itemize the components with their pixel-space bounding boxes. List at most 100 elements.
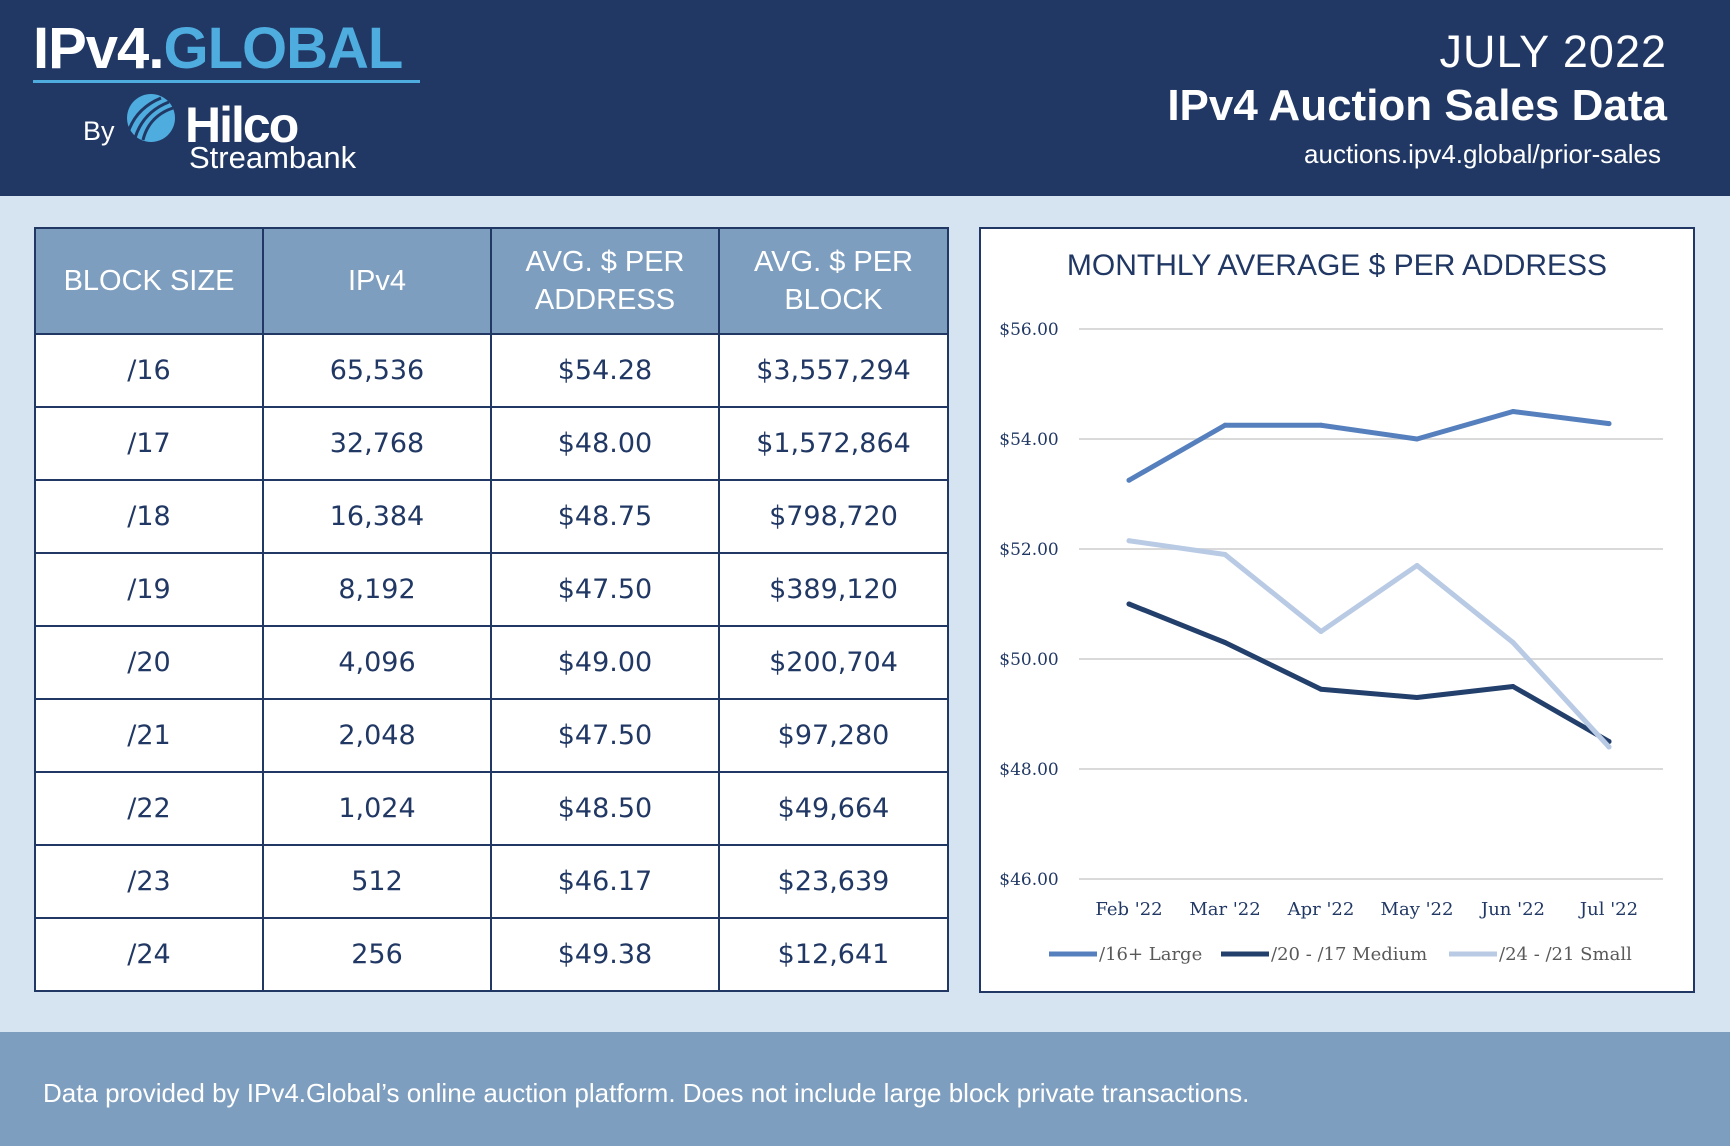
footer-note: Data provided by IPv4.Global’s online au… <box>43 1078 1250 1108</box>
data-point <box>1318 422 1324 428</box>
table-header-row: BLOCK SIZE IPv4 AVG. $ PER ADDRESS AVG. … <box>34 227 949 335</box>
cell-avg-per-block: $97,280 <box>718 698 949 773</box>
cell-avg-per-block: $12,641 <box>718 917 949 992</box>
data-point <box>1510 640 1516 645</box>
table-row: /24 256 $49.38 $12,641 <box>34 917 949 992</box>
cell-avg-per-address: $49.00 <box>490 625 720 700</box>
cell-avg-per-address: $48.75 <box>490 479 720 554</box>
page-title: IPv4 Auction Sales Data <box>1167 81 1667 130</box>
data-point <box>1510 684 1516 689</box>
cell-avg-per-address: $46.17 <box>490 844 720 919</box>
cell-avg-per-block: $23,639 <box>718 844 949 919</box>
brand-hilco: Hilco <box>185 97 299 153</box>
cell-ipv4: 32,768 <box>262 406 492 481</box>
table-row: /17 32,768 $48.00 $1,572,864 <box>34 406 949 481</box>
data-point <box>1126 538 1132 544</box>
brand-dot: . <box>148 16 164 81</box>
cell-block-size: /23 <box>34 844 264 919</box>
data-point <box>1222 422 1228 428</box>
cell-avg-per-address: $54.28 <box>490 333 720 408</box>
table-row: /20 4,096 $49.00 $200,704 <box>34 625 949 700</box>
cell-block-size: /16 <box>34 333 264 408</box>
cell-block-size: /19 <box>34 552 264 627</box>
cell-block-size: /21 <box>34 698 264 773</box>
cell-avg-per-address: $47.50 <box>490 552 720 627</box>
y-tick-label: $54.00 <box>999 430 1058 450</box>
cell-block-size: /22 <box>34 771 264 846</box>
cell-block-size: /18 <box>34 479 264 554</box>
cell-avg-per-address: $48.50 <box>490 771 720 846</box>
data-point <box>1510 409 1516 414</box>
legend-label: /24 - /21 Small <box>1499 944 1632 965</box>
cell-block-size: /20 <box>34 625 264 700</box>
cell-avg-per-block: $389,120 <box>718 552 949 627</box>
header-block-size: BLOCK SIZE <box>34 227 264 335</box>
cell-ipv4: 512 <box>262 844 492 919</box>
data-point <box>1126 477 1132 483</box>
series-line-0 <box>1126 409 1612 483</box>
cell-avg-per-block: $3,557,294 <box>718 333 949 408</box>
series-line-1 <box>1126 601 1612 744</box>
sales-table: BLOCK SIZE IPv4 AVG. $ PER ADDRESS AVG. … <box>34 227 949 992</box>
cell-ipv4: 4,096 <box>262 625 492 700</box>
y-tick-label: $48.00 <box>999 760 1058 780</box>
data-point <box>1126 601 1132 607</box>
brand-global: GLOBAL <box>163 16 403 81</box>
data-point <box>1222 640 1228 645</box>
data-point <box>1222 552 1228 557</box>
x-tick-label: Apr '22 <box>1287 899 1355 920</box>
cell-avg-per-block: $200,704 <box>718 625 949 700</box>
brand-logo: IPv4.GLOBAL By Hilco Streambank <box>33 14 433 184</box>
table-row: /16 65,536 $54.28 $3,557,294 <box>34 333 949 408</box>
table-row: /19 8,192 $47.50 $389,120 <box>34 552 949 627</box>
cell-block-size: /24 <box>34 917 264 992</box>
cell-avg-per-address: $47.50 <box>490 698 720 773</box>
brand-by: By <box>83 116 115 146</box>
data-point <box>1414 695 1420 700</box>
legend-label: /16+ Large <box>1099 944 1202 965</box>
header-avg-per-address: AVG. $ PER ADDRESS <box>490 227 720 335</box>
brand-ipv4: IPv4 <box>33 16 149 81</box>
table-row: /23 512 $46.17 $23,639 <box>34 844 949 919</box>
cell-block-size: /17 <box>34 406 264 481</box>
x-tick-label: Jun '22 <box>1479 899 1545 920</box>
y-tick-label: $52.00 <box>999 540 1058 560</box>
cell-avg-per-address: $49.38 <box>490 917 720 992</box>
data-point <box>1414 436 1420 442</box>
header-banner: IPv4.GLOBAL By Hilco Streambank JULY 202… <box>0 0 1730 196</box>
line-chart: $56.00 $54.00 $52.00 $50.00 $48.00 $46.00 Feb … <box>999 320 1663 965</box>
legend-label: /20 - /17 Medium <box>1271 944 1427 965</box>
cell-avg-per-block: $49,664 <box>718 771 949 846</box>
header-avg-per-block: AVG. $ PER BLOCK <box>718 227 949 335</box>
table-row: /18 16,384 $48.75 $798,720 <box>34 479 949 554</box>
table-row: /21 2,048 $47.50 $97,280 <box>34 698 949 773</box>
data-point <box>1606 421 1612 427</box>
x-tick-label: Feb '22 <box>1095 899 1162 920</box>
cell-ipv4: 8,192 <box>262 552 492 627</box>
cell-ipv4: 256 <box>262 917 492 992</box>
header-ipv4: IPv4 <box>262 227 492 335</box>
y-tick-label: $56.00 <box>999 320 1058 340</box>
table-row: /22 1,024 $48.50 $49,664 <box>34 771 949 846</box>
cell-avg-per-block: $798,720 <box>718 479 949 554</box>
footer: Data provided by IPv4.Global’s online au… <box>0 1032 1730 1146</box>
brand-wordmark: IPv4.GLOBAL <box>33 14 403 84</box>
cell-avg-per-address: $48.00 <box>490 406 720 481</box>
y-tick-label: $46.00 <box>999 870 1058 890</box>
header-info: JULY 2022 IPv4 Auction Sales Data auctio… <box>1167 24 1667 176</box>
data-point <box>1318 629 1324 634</box>
series-line-2 <box>1126 538 1612 750</box>
chart-panel: MONTHLY AVERAGE $ PER ADDRESS $56.00 $54.… <box>979 227 1695 993</box>
hilco-swoosh-icon <box>127 94 175 142</box>
chart-title: MONTHLY AVERAGE $ PER ADDRESS <box>1066 249 1608 282</box>
cell-ipv4: 16,384 <box>262 479 492 554</box>
cell-ipv4: 1,024 <box>262 771 492 846</box>
cell-avg-per-block: $1,572,864 <box>718 406 949 481</box>
brand-underline <box>33 80 420 83</box>
cell-ipv4: 65,536 <box>262 333 492 408</box>
brand-streambank: Streambank <box>189 140 357 175</box>
x-tick-label: Jul '22 <box>1578 899 1638 920</box>
data-point <box>1414 563 1420 568</box>
cell-ipv4: 2,048 <box>262 698 492 773</box>
source-url: auctions.ipv4.global/prior-sales <box>1304 139 1661 169</box>
